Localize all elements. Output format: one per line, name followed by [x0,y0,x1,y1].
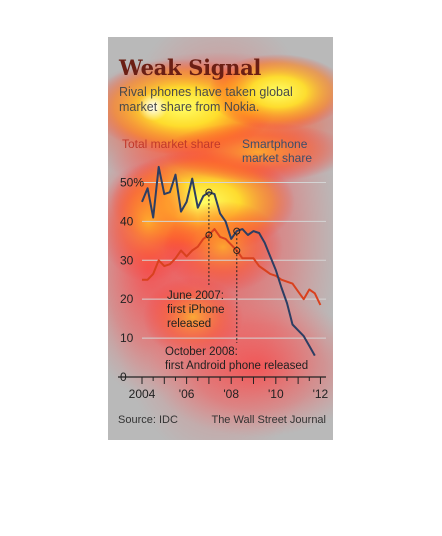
x-tick-label-2010: '10 [268,387,284,401]
iphone-annotation-line2: first iPhone [167,304,225,316]
smartphone-market-share-line [141,165,316,357]
legend-total-market-share: Total market share [122,137,221,151]
iphone-annotation-line3: released [167,318,211,330]
y-tick-label-40: 40 [120,214,134,228]
chart-subtitle: Rival phones have taken global market sh… [119,85,293,114]
source-note: Source: IDC [118,414,178,426]
y-tick-label-50: 50% [120,175,144,189]
x-tick-label-2004: 2004 [129,387,156,401]
y-tick-label-30: 30 [120,253,134,267]
y-tick-label-10: 10 [120,331,134,345]
legend-smartphone-market-share: Smartphone market share [242,137,312,165]
total-market-share-line [142,228,322,306]
chart-card: Weak Signal Rival phones have taken glob… [108,37,333,440]
legend-smartphone-line1: Smartphone [242,137,308,151]
x-tick-label-2006: '06 [179,387,195,401]
iphone-annotation-line1: June 2007: [167,290,224,302]
chart-title: Weak Signal [119,55,262,80]
x-tick-label-2008: '08 [223,387,239,401]
legend-smartphone-line2: market share [242,151,313,165]
y-tick-label-20: 20 [120,292,134,306]
android-annotation-line2: first Android phone released [165,360,308,372]
android-annotation-line1: October 2008: [165,346,238,358]
x-tick-label-2012: '12 [313,387,329,401]
publisher-credit: The Wall Street Journal [211,414,326,426]
